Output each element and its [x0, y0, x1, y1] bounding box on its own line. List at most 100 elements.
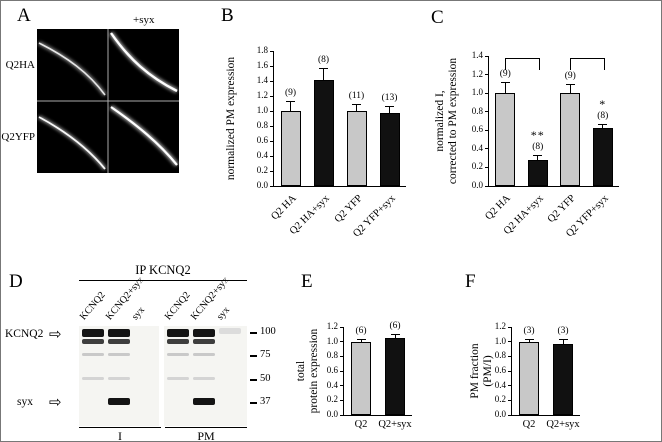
fraction-label-pm: PM [197, 429, 215, 442]
error-bar [528, 339, 530, 342]
n-count: (8) [317, 55, 330, 66]
n-count: (9) [284, 88, 297, 99]
error-bar-cap [565, 83, 575, 85]
y-tick-label: 0.2 [471, 161, 483, 172]
ip-kcnq2-label: IP KCNQ2 [135, 263, 191, 277]
protein-band [193, 377, 215, 380]
y-tick-label: 0.4 [471, 142, 483, 153]
panel-f-bar-chart: 0.0 0.2 0.4 0.6 0.8 1.0 1.2 (3) Q2 (3) Q2+syx [495, 321, 580, 430]
significance-bracket [505, 58, 540, 70]
y-tick-label: 1.0 [326, 335, 338, 346]
y-tick [508, 370, 512, 372]
mw-tick-50 [250, 379, 257, 381]
bar [519, 341, 539, 415]
error-bar-cap [385, 105, 394, 107]
y-tick [270, 50, 274, 52]
protein-band [167, 329, 189, 337]
y-tick [270, 95, 274, 97]
y-tick [340, 370, 344, 372]
panel-e-label: E [301, 271, 313, 292]
y-tick [270, 125, 274, 127]
y-tick-label: 0.2 [256, 165, 268, 175]
y-tick-label: 1.2 [494, 321, 506, 331]
y-tick-label: 0.2 [494, 394, 506, 405]
error-bar-cap [500, 82, 510, 83]
blot-divider [159, 326, 164, 426]
y-tick [485, 111, 489, 113]
error-bar [562, 338, 564, 344]
error-bar [323, 68, 324, 80]
error-bar-cap [524, 339, 534, 341]
x-category-label: Q2 YFP+syx [563, 193, 611, 240]
bar [313, 79, 334, 186]
y-tick [485, 55, 489, 57]
y-tick [270, 155, 274, 157]
y-tick [340, 385, 344, 387]
error-bar [569, 83, 571, 94]
panel-f: F PM fraction (PM/I) 0.0 0.2 0.4 0.6 0.8 1.0 1… [453, 259, 661, 441]
x-category-label: Q2+syx [546, 419, 580, 430]
panel-e: E total protein expression 0.0 0.2 0.4 0.6 0… [291, 259, 461, 441]
y-tick-label: 0.0 [471, 180, 483, 190]
y-tick [485, 129, 489, 131]
y-tick-label: 1.4 [256, 75, 268, 85]
error-bar [290, 101, 291, 111]
n-count: (11) [348, 90, 365, 101]
y-tick-label: 0.0 [256, 180, 268, 190]
error-bar [389, 105, 390, 114]
significance-marker: ** [530, 128, 545, 143]
protein-band [167, 339, 189, 344]
panel-d: D IP KCNQ2 KCNQ2 KCNQ2+syx syx KCNQ2 KCN… [1, 259, 291, 442]
error-bar [394, 333, 396, 338]
n-count: (9) [499, 69, 511, 79]
panel-c-label: C [431, 7, 444, 28]
western-blot-image [79, 326, 247, 426]
protein-band [108, 339, 130, 344]
protein-band [193, 353, 215, 356]
y-tick [340, 341, 344, 343]
error-bar-cap [356, 338, 366, 340]
n-count: (6) [389, 320, 401, 331]
protein-band [82, 339, 104, 344]
ip-underline [79, 280, 247, 281]
protein-band [193, 398, 215, 405]
y-tick-label: 0.0 [326, 409, 338, 419]
protein-band [219, 328, 241, 334]
protein-band [193, 329, 215, 337]
y-tick-label: 1.0 [256, 105, 268, 115]
panel-b-label: B [221, 5, 234, 26]
y-tick [270, 110, 274, 112]
y-tick [485, 148, 489, 150]
error-bar [504, 82, 506, 94]
y-tick [508, 355, 512, 357]
lane-label-1: KCNQ2 [77, 289, 108, 323]
error-bar-cap [533, 155, 543, 157]
error-bar-cap [319, 68, 328, 70]
protein-band [193, 339, 215, 344]
n-count: (3) [557, 325, 569, 336]
y-tick [485, 74, 489, 76]
y-tick-label: 0.8 [471, 105, 483, 116]
error-bar-cap [352, 103, 361, 105]
y-tick-label: 1.2 [256, 90, 268, 100]
panel-b: B normalized PM expression 0.0 0.2 0.4 0.6 0… [213, 1, 416, 259]
y-tick [270, 80, 274, 82]
y-tick [508, 385, 512, 387]
syx-band-label: syx [17, 396, 33, 408]
y-tick-label: 0.8 [326, 350, 338, 361]
bar [280, 111, 301, 186]
bar [379, 113, 400, 186]
y-tick-label: 1.2 [471, 68, 483, 79]
bar [592, 128, 613, 186]
error-bar-cap [598, 123, 608, 125]
y-tick [508, 326, 512, 328]
n-count: (8) [532, 142, 544, 153]
panel-a: A +syx Q2HA Q2YFP [1, 1, 213, 196]
protein-band [167, 353, 189, 356]
y-tick [508, 341, 512, 343]
bar [385, 338, 405, 415]
bar [553, 343, 573, 415]
panel-a-condition-label: +syx [133, 14, 155, 26]
x-category-label: Q2 [522, 419, 536, 430]
protein-band [82, 329, 104, 337]
